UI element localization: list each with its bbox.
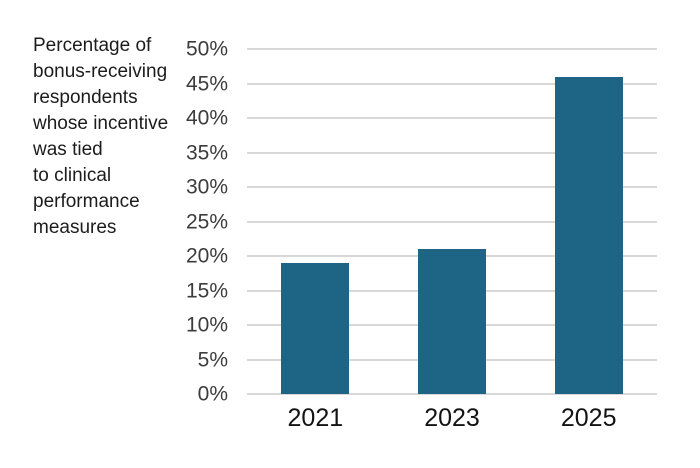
caption-line: was tied (33, 139, 103, 160)
bar-slot-2025 (520, 49, 657, 394)
x-tick-label-2021: 2021 (287, 404, 344, 432)
y-tick-label-50%: 50% (185, 37, 228, 61)
y-tick-label-10%: 10% (185, 313, 228, 337)
y-tick-label-20%: 20% (185, 244, 228, 268)
caption-line: whose incentive (33, 113, 169, 134)
caption-line: measures (33, 217, 117, 238)
gridline-40% (247, 117, 657, 119)
bar-2023 (418, 249, 486, 394)
bars (247, 49, 657, 394)
plot-area (247, 48, 657, 395)
bar-2025 (554, 76, 623, 394)
y-tick-label-40%: 40% (185, 106, 228, 130)
caption-line: bonus-receiving (33, 61, 168, 82)
bar-2021 (281, 262, 350, 394)
caption-line: to clinical (33, 165, 112, 186)
y-tick-label-0%: 0% (197, 382, 228, 406)
x-tick-label-2023: 2023 (424, 404, 480, 432)
y-tick-label-15%: 15% (185, 279, 228, 302)
y-axis: 0% 5% 10% 15% 20% 25% 30% 35% 40% 45% 50% (148, 39, 228, 405)
gridline-30% (247, 186, 657, 188)
gridline-45% (247, 82, 657, 85)
caption-line: respondents (33, 87, 138, 108)
caption-line: performance (33, 191, 140, 212)
y-tick-label-35%: 35% (185, 141, 228, 164)
y-tick-label-5%: 5% (197, 348, 228, 371)
gridline-35% (247, 151, 657, 154)
y-tick-label-45%: 45% (185, 72, 228, 95)
caption-line: Percentage of (33, 35, 152, 56)
x-tick-label-2025: 2025 (560, 404, 617, 432)
x-axis: 2021 2023 2025 (247, 404, 657, 432)
gridline-50% (247, 48, 657, 50)
bar-slot-2023 (384, 49, 521, 394)
y-tick-label-30%: 30% (185, 175, 228, 199)
bar-slot-2021 (247, 49, 384, 394)
gridline-0% (247, 393, 657, 395)
y-tick-label-25%: 25% (185, 210, 228, 233)
gridline-25% (247, 220, 657, 223)
chart-caption: Percentage of bonus-receiving respondent… (33, 33, 183, 241)
